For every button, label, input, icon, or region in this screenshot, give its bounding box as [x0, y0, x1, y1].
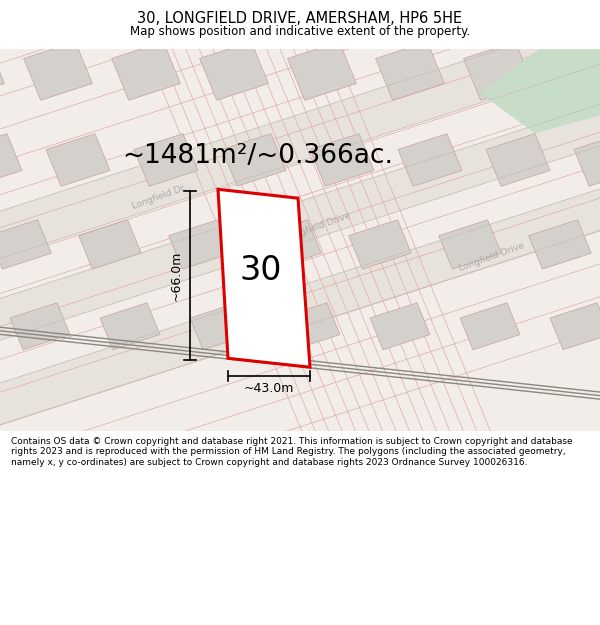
- Polygon shape: [112, 42, 181, 100]
- Polygon shape: [370, 302, 430, 350]
- Polygon shape: [0, 0, 600, 432]
- Polygon shape: [0, 134, 22, 186]
- Polygon shape: [287, 42, 356, 100]
- Polygon shape: [529, 220, 591, 269]
- Polygon shape: [310, 134, 374, 186]
- Polygon shape: [280, 302, 340, 350]
- Text: 30: 30: [240, 254, 282, 287]
- Polygon shape: [134, 134, 198, 186]
- Polygon shape: [200, 42, 268, 100]
- Text: ~1481m²/~0.366ac.: ~1481m²/~0.366ac.: [122, 143, 394, 169]
- Text: Longfield Dr...: Longfield Dr...: [131, 181, 193, 211]
- Polygon shape: [398, 134, 462, 186]
- Polygon shape: [169, 220, 231, 269]
- Polygon shape: [23, 42, 92, 100]
- Polygon shape: [0, 14, 600, 599]
- Polygon shape: [0, 0, 600, 514]
- Polygon shape: [218, 189, 310, 368]
- Text: Contains OS data © Crown copyright and database right 2021. This information is : Contains OS data © Crown copyright and d…: [11, 437, 572, 467]
- Polygon shape: [0, 220, 51, 269]
- Polygon shape: [190, 302, 250, 350]
- Polygon shape: [439, 220, 501, 269]
- Polygon shape: [259, 220, 321, 269]
- Polygon shape: [0, 42, 4, 100]
- Polygon shape: [376, 42, 445, 100]
- Polygon shape: [480, 49, 600, 133]
- Polygon shape: [46, 134, 110, 186]
- Polygon shape: [10, 302, 70, 350]
- Text: ~66.0m: ~66.0m: [170, 251, 182, 301]
- Text: Longfield Drive: Longfield Drive: [458, 241, 526, 273]
- Polygon shape: [460, 302, 520, 350]
- Text: 30, LONGFIELD DRIVE, AMERSHAM, HP6 5HE: 30, LONGFIELD DRIVE, AMERSHAM, HP6 5HE: [137, 11, 463, 26]
- Text: Longfield Drive: Longfield Drive: [284, 211, 352, 242]
- Text: ~43.0m: ~43.0m: [244, 382, 294, 395]
- Polygon shape: [349, 220, 411, 269]
- Polygon shape: [464, 42, 532, 100]
- Text: Map shows position and indicative extent of the property.: Map shows position and indicative extent…: [130, 25, 470, 38]
- Polygon shape: [551, 42, 600, 100]
- Polygon shape: [79, 220, 141, 269]
- Polygon shape: [574, 134, 600, 186]
- Polygon shape: [100, 302, 160, 350]
- Polygon shape: [222, 134, 286, 186]
- Polygon shape: [550, 302, 600, 350]
- Polygon shape: [486, 134, 550, 186]
